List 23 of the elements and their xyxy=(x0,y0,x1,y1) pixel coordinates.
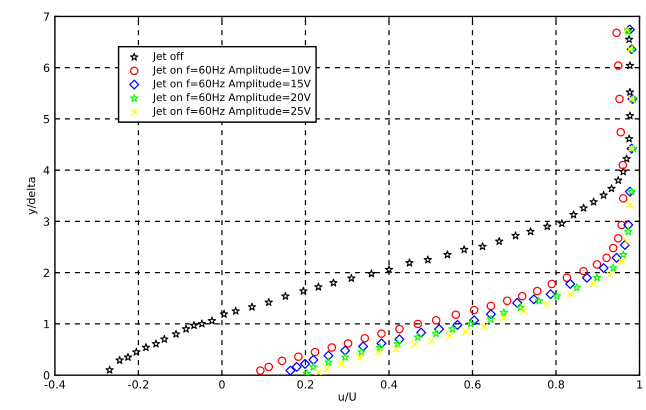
legend-label: Jet on f=60Hz Amplitude=15V xyxy=(152,79,311,90)
y-tick-label: 4 xyxy=(44,166,50,174)
y-tick-label: 0 xyxy=(44,371,50,380)
legend-label: Jet off xyxy=(152,52,184,62)
x-tick-label: 0.8 xyxy=(548,380,564,389)
y-tick-label: 3 xyxy=(44,217,50,226)
x-axis-title: u/U xyxy=(338,392,356,402)
y-tick-label: 6 xyxy=(44,64,50,72)
x-tick-label: -0.2 xyxy=(128,380,148,389)
x-tick-label: 0.4 xyxy=(380,380,398,389)
y-axis-title: y/delta xyxy=(26,178,38,215)
legend-label: Jet on f=60Hz Amplitude=20V xyxy=(152,93,311,104)
legend-label: Jet on f=60Hz Amplitude=10V xyxy=(152,66,311,76)
y-tick-label: 7 xyxy=(44,12,50,21)
x-tick-label: 0.6 xyxy=(464,380,481,389)
y-tick-label: 1 xyxy=(44,320,50,328)
x-tick-label: 0 xyxy=(219,380,225,389)
y-tick-label: 5 xyxy=(44,115,50,124)
x-tick-label: 0.2 xyxy=(297,380,314,389)
x-tick-label: -0.4 xyxy=(44,380,66,389)
y-tick-label: 2 xyxy=(44,268,49,277)
x-tick-label: 1 xyxy=(637,380,642,388)
legend-label: Jet on f=60Hz Amplitude=25V xyxy=(152,106,311,117)
